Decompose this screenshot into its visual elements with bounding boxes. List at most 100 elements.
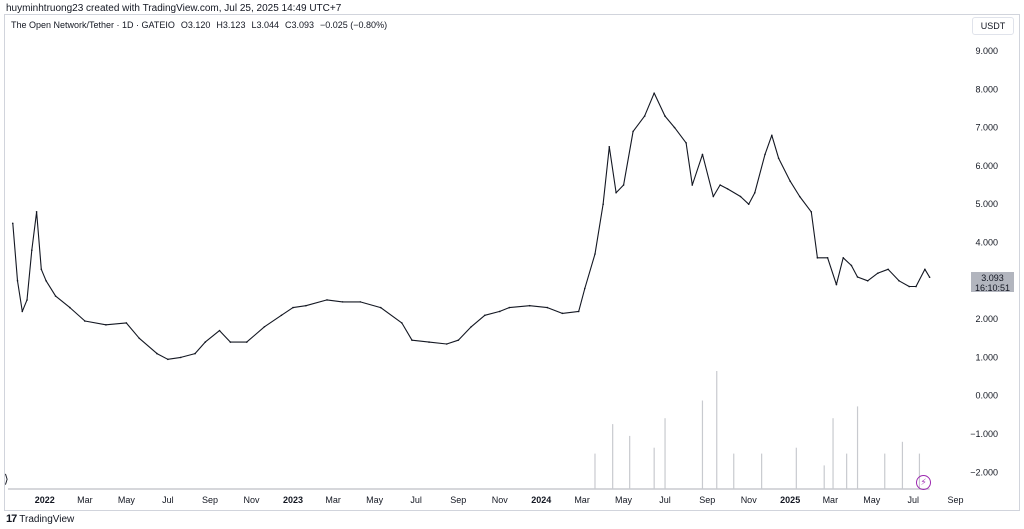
x-tick-label: May: [118, 495, 136, 505]
price-point: [204, 341, 207, 343]
price-point: [40, 268, 43, 271]
price-point: [359, 301, 362, 303]
price-point: [602, 203, 604, 205]
y-tick-label: 9.000: [975, 46, 998, 56]
price-point: [263, 325, 266, 328]
price-point: [915, 285, 917, 288]
price-point: [105, 324, 107, 326]
x-tick-label: May: [615, 495, 633, 505]
price-point: [608, 145, 611, 148]
footer-brand: 17 TradingView: [6, 513, 74, 525]
price-point: [653, 92, 655, 94]
y-tick-label: 0.000: [975, 391, 998, 401]
x-tick-label: 2022: [35, 495, 55, 505]
price-point: [156, 352, 158, 355]
price-point: [84, 320, 86, 322]
price-point: [898, 280, 900, 282]
x-tick-label: Mar: [325, 495, 341, 505]
price-point: [615, 191, 617, 194]
price-point: [194, 352, 196, 355]
price-point: [928, 276, 931, 279]
change-value: −0.025 (−0.80%): [320, 20, 388, 30]
x-tick-label: Sep: [947, 495, 963, 505]
price-point: [11, 222, 14, 225]
price-point: [167, 358, 169, 361]
price-point: [561, 312, 564, 315]
x-tick-label: 2025: [780, 495, 800, 505]
x-tick-label: Jul: [908, 495, 920, 505]
price-point: [691, 184, 694, 186]
price-point: [835, 283, 838, 286]
y-tick-label: −2.000: [970, 467, 998, 477]
price-point: [179, 356, 182, 359]
x-tick-label: Jul: [659, 495, 671, 505]
price-point: [685, 142, 687, 144]
y-tick-label: 1.000: [975, 352, 998, 362]
price-point: [21, 310, 24, 313]
arrow-icon[interactable]: ⟩: [4, 472, 9, 486]
last-price-tag: 3.093 16:10:51: [971, 272, 1014, 293]
price-point: [125, 322, 128, 324]
price-point: [719, 184, 721, 186]
price-point: [16, 280, 19, 282]
lightning-icon[interactable]: ⚡: [916, 475, 931, 490]
y-tick-label: 8.000: [975, 84, 998, 94]
price-point: [908, 285, 911, 288]
close-value: C3.093: [284, 20, 315, 30]
price-point: [31, 249, 33, 251]
high-value: H3.123: [216, 20, 246, 30]
x-tick-label: Sep: [450, 495, 466, 505]
x-tick-label: Sep: [202, 495, 218, 505]
price-point: [826, 257, 829, 259]
y-tick-label: 5.000: [975, 199, 998, 209]
price-point: [816, 257, 819, 259]
x-tick-label: Mar: [77, 495, 93, 505]
x-tick-label: Nov: [492, 495, 509, 505]
price-point: [470, 325, 472, 328]
price-point: [850, 264, 853, 267]
x-tick-label: May: [863, 495, 881, 505]
price-point: [856, 276, 859, 278]
price-series-line: [12, 92, 931, 360]
price-point: [292, 306, 294, 309]
price-point: [577, 310, 580, 313]
price-point: [594, 253, 596, 255]
price-point: [754, 191, 756, 194]
price-point: [508, 306, 511, 309]
price-point: [643, 115, 646, 117]
price-point: [428, 341, 430, 343]
price-point: [764, 153, 766, 156]
x-tick-label: Jul: [162, 495, 174, 505]
x-tick-label: 2023: [283, 495, 303, 505]
price-point: [632, 130, 634, 133]
x-tick-label: Sep: [699, 495, 715, 505]
price-point: [622, 184, 625, 186]
price-point: [498, 310, 501, 313]
price-point: [341, 301, 344, 303]
last-price: 3.093: [981, 273, 1004, 283]
x-tick-label: Jul: [410, 495, 422, 505]
price-point: [379, 306, 382, 309]
y-tick-label: 4.000: [975, 238, 998, 248]
price-point: [457, 339, 460, 341]
price-point: [245, 341, 248, 343]
price-point: [54, 295, 57, 297]
price-point: [411, 339, 413, 341]
chart-legend: The Open Network/Tether · 1D · GATEIO O3…: [11, 20, 387, 30]
price-point: [798, 195, 801, 198]
price-point: [280, 314, 283, 317]
price-point: [777, 157, 780, 160]
price-point: [712, 195, 715, 198]
currency-button[interactable]: USDT: [972, 17, 1014, 35]
price-point: [305, 304, 307, 307]
price-point: [138, 337, 141, 340]
price-point: [877, 272, 879, 274]
x-tick-label: Nov: [243, 495, 260, 505]
y-tick-label: 2.000: [975, 314, 998, 324]
x-tick-label: 2024: [531, 495, 551, 505]
symbol-label[interactable]: The Open Network/Tether · 1D · GATEIO: [11, 20, 175, 30]
low-value: L3.044: [251, 20, 279, 30]
price-point: [887, 268, 889, 271]
bar-countdown: 16:10:51: [974, 283, 1011, 293]
